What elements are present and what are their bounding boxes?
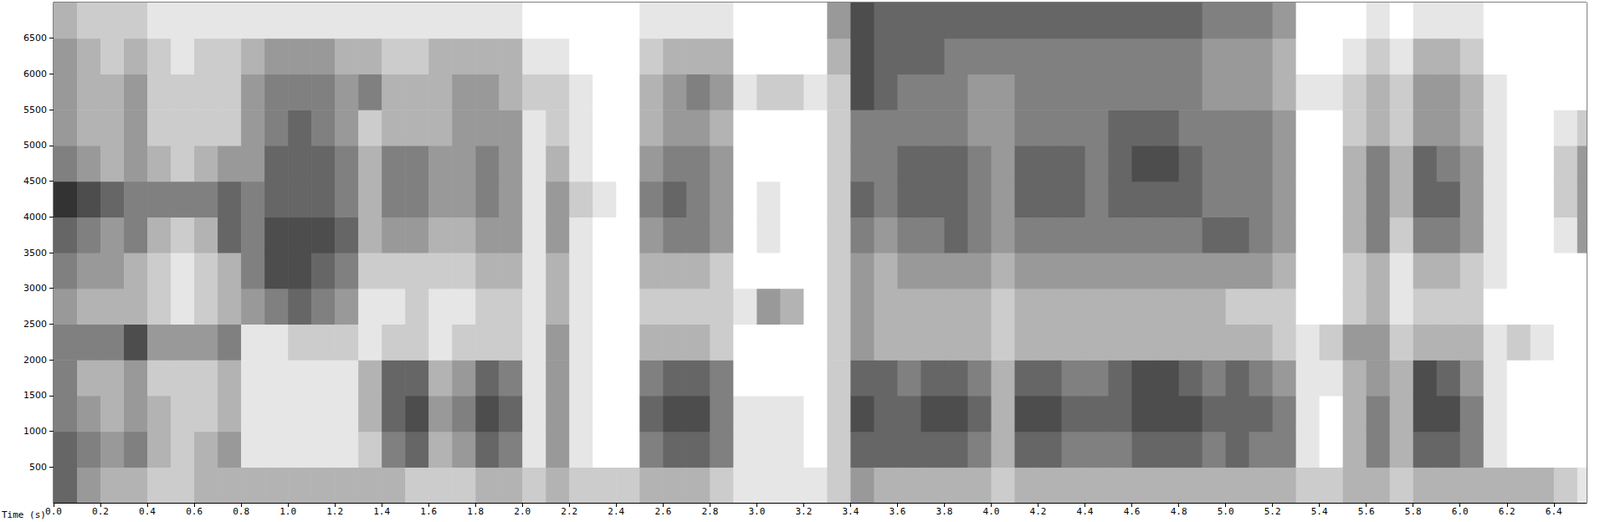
svg-text:2000: 2000 (23, 354, 47, 366)
svg-text:0.2: 0.2 (92, 506, 109, 518)
svg-text:5000: 5000 (23, 139, 47, 151)
svg-text:5.4: 5.4 (1311, 506, 1329, 518)
svg-text:1500: 1500 (23, 389, 47, 401)
svg-text:2.0: 2.0 (513, 506, 531, 518)
svg-text:6.4: 6.4 (1545, 506, 1563, 518)
svg-text:0.0: 0.0 (45, 506, 62, 518)
svg-text:1000: 1000 (23, 425, 47, 437)
svg-text:500: 500 (29, 461, 47, 473)
svg-text:4000: 4000 (23, 211, 47, 223)
svg-text:2.6: 2.6 (654, 506, 672, 518)
svg-text:2.2: 2.2 (560, 506, 578, 518)
svg-text:2.8: 2.8 (701, 506, 718, 518)
svg-text:0.4: 0.4 (138, 506, 156, 518)
svg-text:4.0: 4.0 (983, 506, 1000, 518)
svg-text:3.0: 3.0 (748, 506, 765, 518)
svg-text:4500: 4500 (23, 175, 47, 187)
svg-text:3500: 3500 (23, 247, 47, 259)
svg-text:2500: 2500 (23, 318, 47, 330)
svg-text:1.0: 1.0 (279, 506, 297, 518)
svg-text:6.0: 6.0 (1451, 506, 1469, 518)
svg-text:4.8: 4.8 (1170, 506, 1188, 518)
svg-text:4.4: 4.4 (1076, 506, 1094, 518)
svg-text:5.2: 5.2 (1264, 506, 1282, 518)
svg-text:4.6: 4.6 (1123, 506, 1141, 518)
svg-text:4.2: 4.2 (1030, 506, 1047, 518)
svg-text:3.4: 3.4 (841, 506, 859, 518)
svg-text:3.2: 3.2 (794, 506, 812, 518)
svg-text:6.2: 6.2 (1498, 506, 1516, 518)
svg-text:5.6: 5.6 (1358, 506, 1375, 518)
svg-text:1.6: 1.6 (420, 506, 437, 518)
svg-text:1.2: 1.2 (326, 506, 344, 518)
svg-text:6000: 6000 (23, 68, 47, 80)
svg-text:3.6: 3.6 (889, 506, 907, 518)
svg-text:5.0: 5.0 (1217, 506, 1235, 518)
svg-text:0.6: 0.6 (185, 506, 203, 518)
svg-text:3.8: 3.8 (936, 506, 954, 518)
svg-text:2.4: 2.4 (607, 506, 625, 518)
svg-text:1.8: 1.8 (466, 506, 484, 518)
svg-text:5.8: 5.8 (1405, 506, 1422, 518)
svg-text:3000: 3000 (23, 282, 47, 294)
svg-text:5500: 5500 (23, 104, 47, 116)
svg-text:Time (s): Time (s) (1, 509, 47, 521)
svg-text:1.4: 1.4 (373, 506, 390, 518)
svg-text:0.8: 0.8 (232, 506, 250, 518)
svg-text:6500: 6500 (23, 32, 47, 44)
